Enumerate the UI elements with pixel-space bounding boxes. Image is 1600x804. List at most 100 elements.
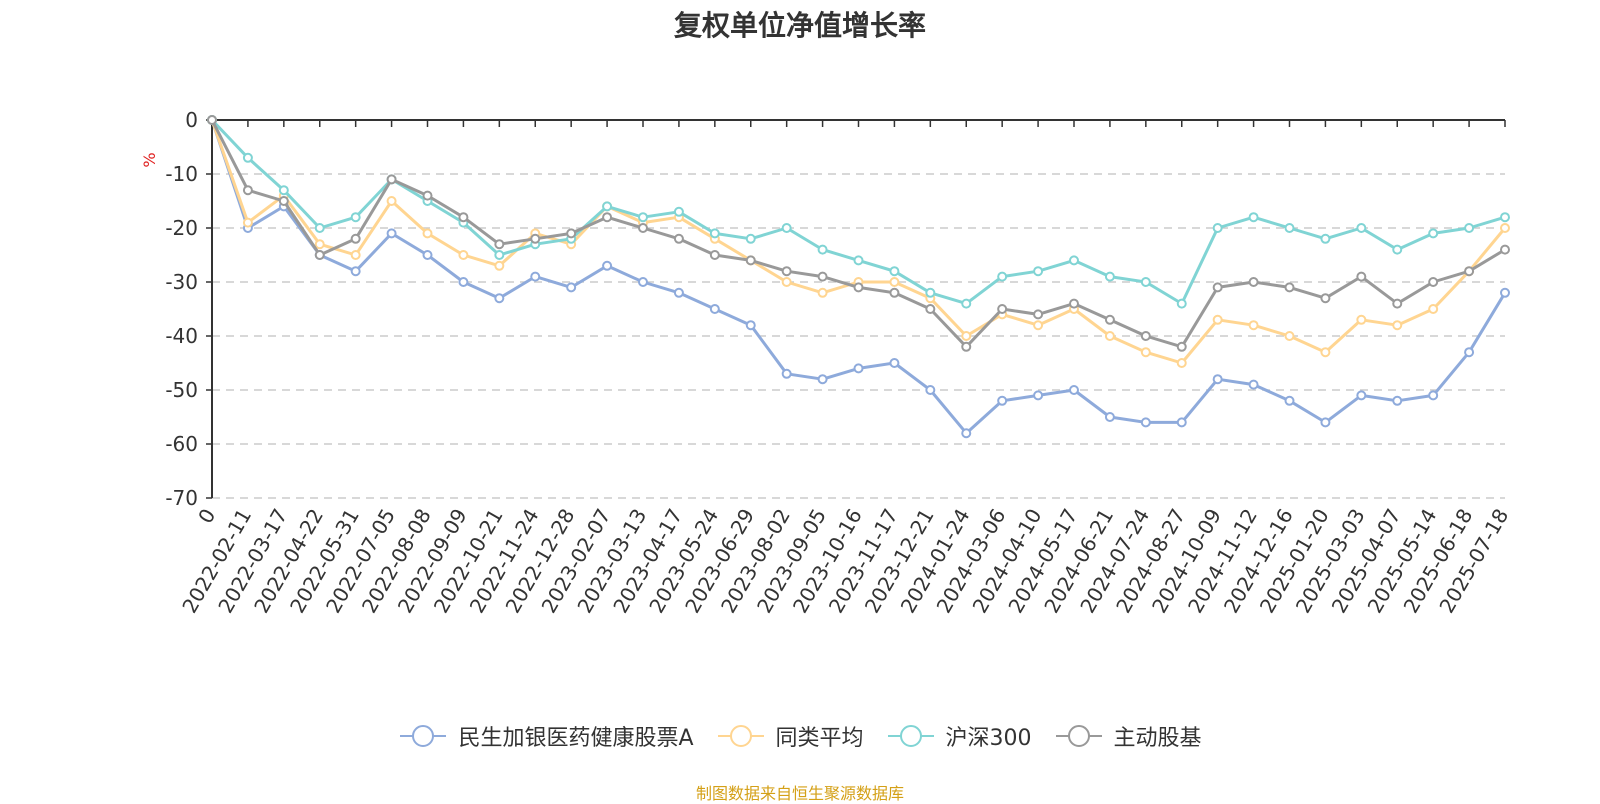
data-point-series-4 — [925, 304, 936, 314]
data-point-series-4 — [1464, 266, 1475, 277]
data-point-series-1 — [1033, 390, 1044, 401]
data-point-series-3 — [1284, 223, 1295, 233]
data-point-series-1 — [530, 271, 541, 282]
data-point-series-1 — [1104, 412, 1115, 422]
data-point-series-2 — [817, 287, 828, 298]
data-point-series-4 — [745, 255, 756, 266]
data-point-series-3 — [1500, 212, 1510, 223]
legend-item[interactable]: 民生加银医药健康股票A — [398, 720, 694, 752]
data-point-series-4 — [386, 174, 397, 185]
data-point-series-4 — [1069, 298, 1079, 309]
data-point-series-4 — [494, 239, 505, 250]
data-point-series-1 — [386, 228, 397, 239]
data-point-series-4 — [422, 190, 433, 201]
data-point-series-3 — [1248, 212, 1259, 223]
data-point-series-2 — [1356, 314, 1367, 325]
data-point-series-3 — [781, 223, 792, 233]
data-point-series-4 — [314, 250, 325, 260]
data-point-series-1 — [458, 277, 469, 287]
data-point-series-2 — [1284, 331, 1295, 341]
data-point-series-4 — [1392, 298, 1403, 309]
data-point-series-2 — [350, 250, 361, 260]
data-point-series-1 — [566, 282, 577, 293]
data-point-series-1 — [1392, 395, 1403, 406]
data-point-series-2 — [961, 331, 972, 341]
data-point-series-3 — [925, 287, 936, 298]
data-point-series-2 — [1140, 347, 1151, 358]
y-tick-label: -40 — [165, 324, 198, 348]
data-point-series-3 — [1140, 277, 1151, 287]
data-point-series-3 — [961, 298, 972, 309]
data-point-series-2 — [458, 250, 469, 260]
data-point-series-1 — [1284, 395, 1295, 406]
chart-legend: 民生加银医药健康股票A 同类平均 沪深300 主动股基 — [0, 720, 1600, 752]
y-tick-label: -10 — [165, 162, 198, 186]
data-point-series-1 — [422, 250, 433, 260]
data-point-series-3 — [853, 255, 864, 266]
data-point-series-4 — [1356, 271, 1367, 282]
data-point-series-4 — [566, 228, 577, 239]
data-point-series-1 — [673, 287, 684, 298]
data-point-series-1 — [997, 395, 1008, 406]
data-point-series-4 — [530, 233, 541, 244]
data-point-series-3 — [745, 233, 756, 244]
data-point-series-4 — [1500, 244, 1510, 255]
data-point-series-1 — [1212, 374, 1223, 385]
data-point-series-3 — [997, 271, 1008, 282]
data-point-series-3 — [1392, 244, 1403, 255]
legend-item[interactable]: 主动股基 — [1054, 720, 1202, 752]
data-point-series-3 — [1104, 271, 1115, 282]
data-point-series-4 — [1284, 282, 1295, 293]
data-point-series-3 — [1320, 233, 1331, 244]
data-point-series-1 — [602, 260, 613, 271]
data-point-series-1 — [745, 320, 756, 331]
data-point-series-4 — [1104, 314, 1115, 325]
data-point-series-4 — [638, 223, 648, 233]
data-point-series-3 — [1464, 223, 1475, 233]
data-point-series-4 — [207, 115, 217, 125]
data-point-series-1 — [853, 363, 864, 374]
data-point-series-4 — [602, 212, 613, 223]
data-point-series-1 — [961, 428, 972, 439]
data-point-series-3 — [242, 152, 253, 163]
y-tick-label: 0 — [185, 108, 198, 132]
data-point-series-4 — [1140, 331, 1151, 341]
data-point-series-2 — [422, 228, 433, 239]
legend-line-marker-icon — [717, 725, 764, 747]
y-tick-label: -70 — [165, 486, 198, 510]
data-point-series-3 — [817, 244, 828, 255]
legend-line-marker-icon — [887, 725, 934, 747]
data-point-series-2 — [889, 277, 900, 287]
legend-label: 同类平均 — [775, 726, 864, 751]
source-note: 制图数据来自恒生聚源数据库 — [695, 784, 904, 803]
data-point-series-2 — [1033, 320, 1044, 331]
data-point-series-1 — [925, 385, 936, 395]
legend-line-marker-icon — [1055, 725, 1102, 747]
data-point-series-3 — [602, 201, 613, 212]
data-point-series-4 — [350, 233, 361, 244]
data-point-series-3 — [1033, 266, 1044, 277]
data-point-series-1 — [889, 358, 900, 368]
data-point-series-4 — [1428, 277, 1439, 287]
data-point-series-1 — [350, 266, 361, 277]
x-tick-label: 0 — [193, 505, 220, 528]
data-point-series-1 — [709, 304, 720, 314]
data-point-series-2 — [314, 239, 325, 250]
data-point-series-2 — [1320, 347, 1331, 358]
legend-item[interactable]: 沪深300 — [886, 720, 1032, 752]
data-point-series-4 — [1320, 293, 1331, 304]
data-point-series-3 — [1069, 255, 1079, 266]
y-axis-label: % — [140, 152, 159, 167]
data-point-series-4 — [961, 341, 972, 352]
data-point-series-1 — [1356, 390, 1367, 401]
data-point-series-3 — [494, 250, 505, 260]
legend-item[interactable]: 同类平均 — [716, 720, 864, 752]
y-tick-label: -30 — [165, 270, 198, 294]
data-point-series-3 — [1176, 298, 1187, 309]
data-point-series-3 — [1212, 223, 1223, 233]
data-point-series-3 — [889, 266, 900, 277]
data-point-series-4 — [1248, 277, 1259, 287]
data-point-series-1 — [1320, 417, 1331, 428]
data-point-series-3 — [1428, 228, 1439, 239]
